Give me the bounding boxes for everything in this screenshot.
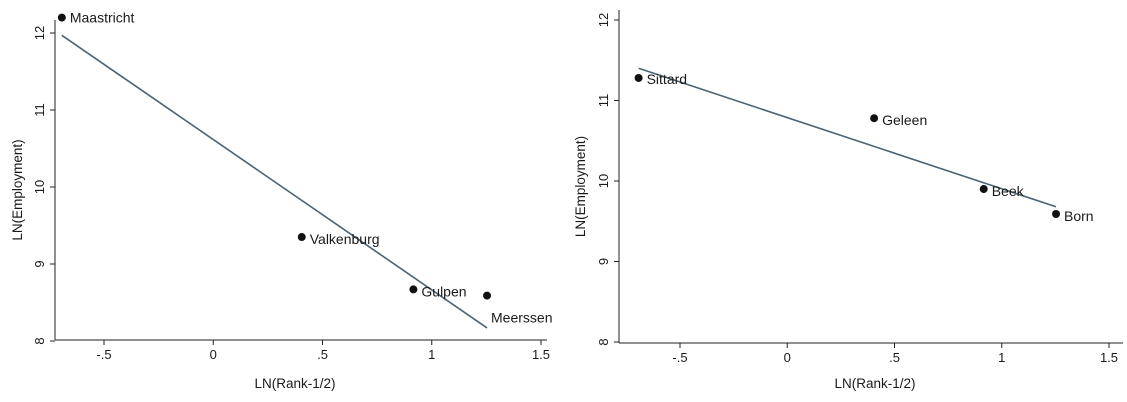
right-point-geleen — [870, 114, 879, 123]
left-x-tick-label: 0 — [210, 347, 217, 362]
right-x-tick-label: 1.5 — [1100, 350, 1118, 365]
left-y-tick-label: 9 — [32, 260, 47, 267]
right-point-label-beek: Beek — [992, 183, 1025, 199]
left-y-axis-title: LN(Employment) — [10, 139, 25, 240]
left-x-axis-title: LN(Rank-1/2) — [254, 376, 335, 391]
left-y-tick-label: 8 — [32, 337, 47, 344]
right-x-tick-label: .5 — [889, 350, 900, 365]
right-point-label-sittard: Sittard — [647, 71, 687, 87]
left-point-gulpen — [409, 285, 418, 294]
right-y-tick-label: 9 — [596, 258, 611, 265]
left-point-label-maastricht: Maastricht — [70, 10, 135, 26]
right-y-tick-label: 11 — [596, 94, 611, 108]
right-y-axis-title: LN(Employment) — [573, 136, 588, 237]
left-fit-line — [61, 34, 488, 329]
right-y-tick-label: 10 — [596, 174, 611, 188]
left-point-valkenburg — [297, 233, 306, 242]
right-point-sittard — [634, 73, 643, 82]
left-point-label-valkenburg: Valkenburg — [310, 231, 380, 247]
left-point-label-meerssen: Meerssen — [491, 310, 552, 326]
right-point-label-born: Born — [1064, 208, 1094, 224]
chart-right-svg: -.5 0 .5 1 1.5 8 9 10 11 12 LN(Rank-1/2) LN(Employm… — [573, 10, 1123, 391]
left-x-tick-label: -.5 — [96, 347, 111, 362]
left-point-label-gulpen: Gulpen — [421, 283, 466, 299]
chart-left-svg: -.5 0 .5 1 1.5 8 9 10 11 12 LN(Rank-1/2) LN(Employm… — [10, 10, 552, 391]
left-x-tick-label: 1.5 — [532, 347, 550, 362]
right-x-tick-label: 0 — [784, 350, 791, 365]
left-x-tick-label: .5 — [317, 347, 328, 362]
right-point-born — [1052, 210, 1061, 219]
left-point-meerssen — [483, 291, 492, 300]
left-y-tick-label: 11 — [32, 103, 47, 117]
chart-left: -.5 0 .5 1 1.5 8 9 10 11 12 LN(Rank-1/2) LN(Employm… — [0, 0, 563, 397]
right-point-beek — [979, 185, 988, 194]
right-x-tick-label: -.5 — [672, 350, 687, 365]
right-fit-line — [638, 67, 1057, 208]
right-point-label-geleen: Geleen — [882, 112, 927, 128]
left-point-maastricht — [57, 13, 66, 22]
right-x-axis-title: LN(Rank-1/2) — [834, 376, 915, 391]
right-x-tick-label: 1 — [998, 350, 1005, 365]
right-y-tick-label: 8 — [596, 338, 611, 345]
right-y-tick-label: 12 — [596, 13, 611, 27]
chart-right: -.5 0 .5 1 1.5 8 9 10 11 12 LN(Rank-1/2) LN(Employm… — [563, 0, 1127, 397]
left-x-tick-label: 1 — [428, 347, 435, 362]
left-y-tick-label: 12 — [32, 26, 47, 40]
left-y-tick-label: 10 — [32, 180, 47, 194]
